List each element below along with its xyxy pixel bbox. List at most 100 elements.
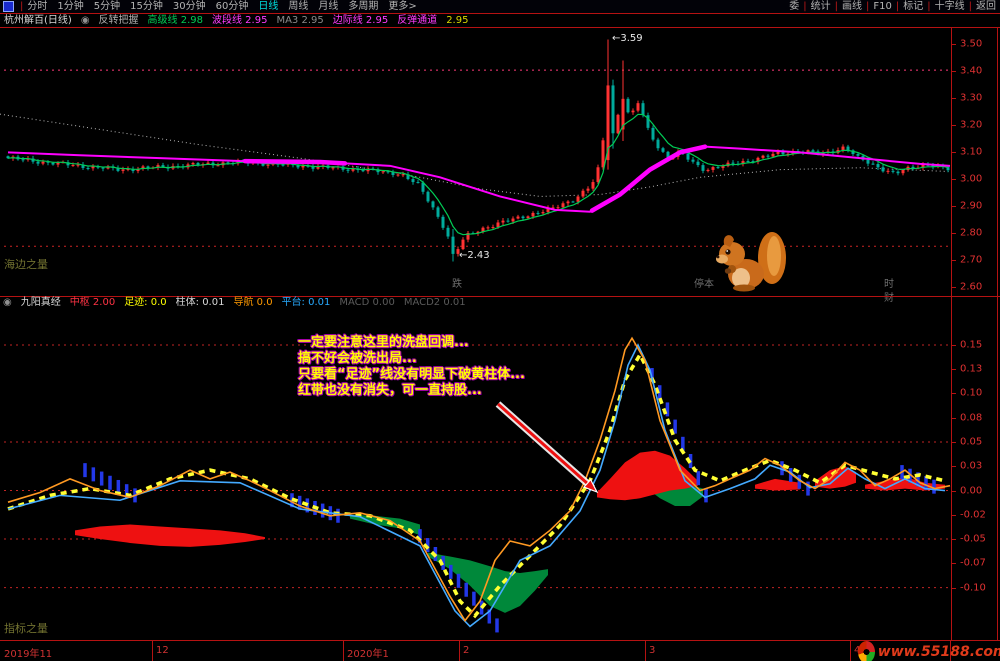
period-menu: 分时 1分钟 5分钟 15分钟 30分钟 60分钟 日线 周线 月线 多周期 更多>: [27, 0, 416, 13]
value-axis-label: -0.02: [960, 509, 986, 521]
price-axis-label: 2.60: [960, 281, 983, 293]
menu-period-3[interactable]: 15分钟: [130, 1, 163, 12]
watermark-fragment: 停本: [694, 279, 714, 290]
value-axis-label: 0.05: [960, 436, 983, 448]
menu-period-2[interactable]: 5分钟: [93, 1, 121, 12]
menu-separator: |: [803, 1, 807, 12]
pane-divider: [0, 296, 1000, 297]
price-axis: 3.50 3.40 3.30 3.20 3.10 3.00 2.90 2.80 2.70 2.60…: [951, 28, 1000, 640]
menu-period-6[interactable]: 日线: [258, 1, 279, 12]
annotation-line-3: 红带也没有消失，可一直持股...: [298, 383, 482, 398]
watermark-fragment: 财: [884, 293, 894, 304]
price-axis-label: 3.20: [960, 119, 983, 131]
annotation-line-1: 搞不好会被洗出局...: [298, 351, 417, 366]
period-high-marker: ←3.59: [612, 33, 643, 44]
top-menubar: | 分时 1分钟 5分钟 15分钟 30分钟 60分钟 日线 周线 月线 多周期 更多> 委 | 统计 |…: [0, 0, 1000, 14]
date-separator: [645, 641, 646, 661]
tool-menu-4[interactable]: 标记: [903, 1, 924, 12]
sub-pane-watermark: 指标之量: [4, 622, 48, 635]
date-label-0: 2019年11: [4, 649, 53, 660]
period-low-marker: ←2.43: [459, 250, 490, 261]
price-axis-label: 3.00: [960, 173, 983, 185]
date-separator: [850, 641, 851, 661]
right-frame-line: [997, 28, 998, 661]
menu-period-1[interactable]: 1分钟: [57, 1, 84, 12]
tool-menu-5[interactable]: 十字线: [934, 1, 965, 12]
date-separator: [950, 641, 951, 661]
value-axis-label: 0.10: [960, 387, 983, 399]
main-chart-canvas[interactable]: [0, 28, 951, 296]
date-label-5: 4: [854, 645, 860, 656]
indicator-token-3: 足迹: 0.0: [124, 297, 167, 308]
price-axis-label: 3.50: [960, 38, 983, 50]
title-token-3: 高级线 2.98: [147, 15, 203, 26]
price-axis-label: 2.80: [960, 227, 983, 239]
indicator-token-8: MACD2 0.01: [403, 297, 466, 308]
annotation-note: 一定要注意这里的洗盘回调... 搞不好会被洗出局... 只要看“足迹”线没有明显下破…: [298, 335, 525, 399]
value-axis-label: 0.03: [960, 460, 983, 472]
date-separator: [459, 641, 460, 661]
tool-menu-6[interactable]: 返回: [976, 1, 996, 12]
date-separator: [152, 641, 153, 661]
indicator-token-0: ◉: [3, 297, 12, 308]
tool-menu: 委 | 统计 | 画线 | F10 | 标记 | 十字线 | 返回: [789, 0, 996, 13]
price-axis-label: 3.10: [960, 146, 983, 158]
date-label-4: 3: [649, 645, 656, 656]
menu-separator: |: [968, 1, 972, 12]
price-axis-label: 2.90: [960, 200, 983, 212]
menu-separator: |: [834, 1, 839, 12]
tool-menu-3[interactable]: F10: [873, 1, 892, 12]
value-axis-label: 0.15: [960, 339, 983, 351]
watermark-fragment: 时: [884, 279, 894, 290]
app-icon[interactable]: [3, 1, 14, 12]
title-token-8: 2.95: [446, 15, 469, 26]
indicator-token-2: 中枢 2.00: [69, 297, 116, 308]
indicator-token-6: 平台: 0.01: [281, 297, 331, 308]
menu-period-9[interactable]: 多周期: [348, 1, 379, 12]
title-token-7: 反弹通道: [397, 15, 438, 26]
sub-chart-canvas[interactable]: [0, 310, 951, 640]
main-pane-watermark: 海边之量: [4, 258, 48, 271]
watermark: www.55188.com 理想: [858, 637, 1000, 661]
squirrel-image: [716, 232, 786, 292]
sub-indicator-bar: ◉ 九阳真经 中枢 2.00 足迹: 0.0 柱体: 0.01 导航 0.0 平台: 0.0…: [3, 297, 466, 309]
indicator-token-5: 导航 0.0: [233, 297, 273, 308]
title-token-1: ◉: [80, 15, 90, 26]
menu-separator: |: [895, 1, 900, 12]
date-label-2: 2020年1: [347, 649, 389, 660]
menubar-divider: |: [20, 1, 24, 12]
value-axis-label: 0.00: [960, 485, 983, 497]
tool-menu-0[interactable]: 委: [789, 1, 800, 12]
value-axis-label: -0.07: [960, 557, 986, 569]
menu-period-0[interactable]: 分时: [27, 1, 48, 12]
price-axis-label: 3.30: [960, 92, 983, 104]
menu-period-8[interactable]: 月线: [318, 1, 339, 12]
value-axis-label: 0.13: [960, 363, 983, 375]
price-axis-label: 2.70: [960, 254, 983, 266]
value-axis-label: -0.05: [960, 533, 986, 545]
date-axis: 2019年11 12 2020年1 2 3 4: [0, 640, 1000, 661]
indicator-token-7: MACD 0.00: [339, 297, 395, 308]
date-label-3: 2: [463, 645, 470, 656]
price-axis-label: 3.40: [960, 65, 983, 77]
title-token-2: 反转把握: [98, 15, 139, 26]
forum-logo-icon: [858, 641, 875, 661]
annotation-line-0: 一定要注意这里的洗盘回调...: [298, 335, 469, 350]
title-token-0: 杭州解百(日线): [4, 15, 72, 26]
indicator-token-4: 柱体: 0.01: [175, 297, 225, 308]
watermark-fragment: 跌: [452, 279, 462, 290]
tool-menu-2[interactable]: 画线: [842, 1, 863, 12]
menu-separator: |: [927, 1, 931, 12]
date-separator: [343, 641, 344, 661]
menu-period-4[interactable]: 30分钟: [172, 1, 206, 12]
menu-period-7[interactable]: 周线: [288, 1, 309, 12]
annotation-line-2: 只要看“足迹”线没有明显下破黄柱体...: [298, 367, 525, 382]
menu-period-5[interactable]: 60分钟: [215, 1, 249, 12]
menu-period-10[interactable]: 更多>: [388, 1, 417, 12]
title-token-4: 波段线 2.95: [212, 15, 268, 26]
title-token-5: MA3 2.95: [276, 15, 324, 26]
title-token-6: 边际线 2.95: [332, 15, 389, 26]
watermark-url: www.55188.com: [877, 644, 1000, 660]
tool-menu-1[interactable]: 统计: [810, 1, 831, 12]
